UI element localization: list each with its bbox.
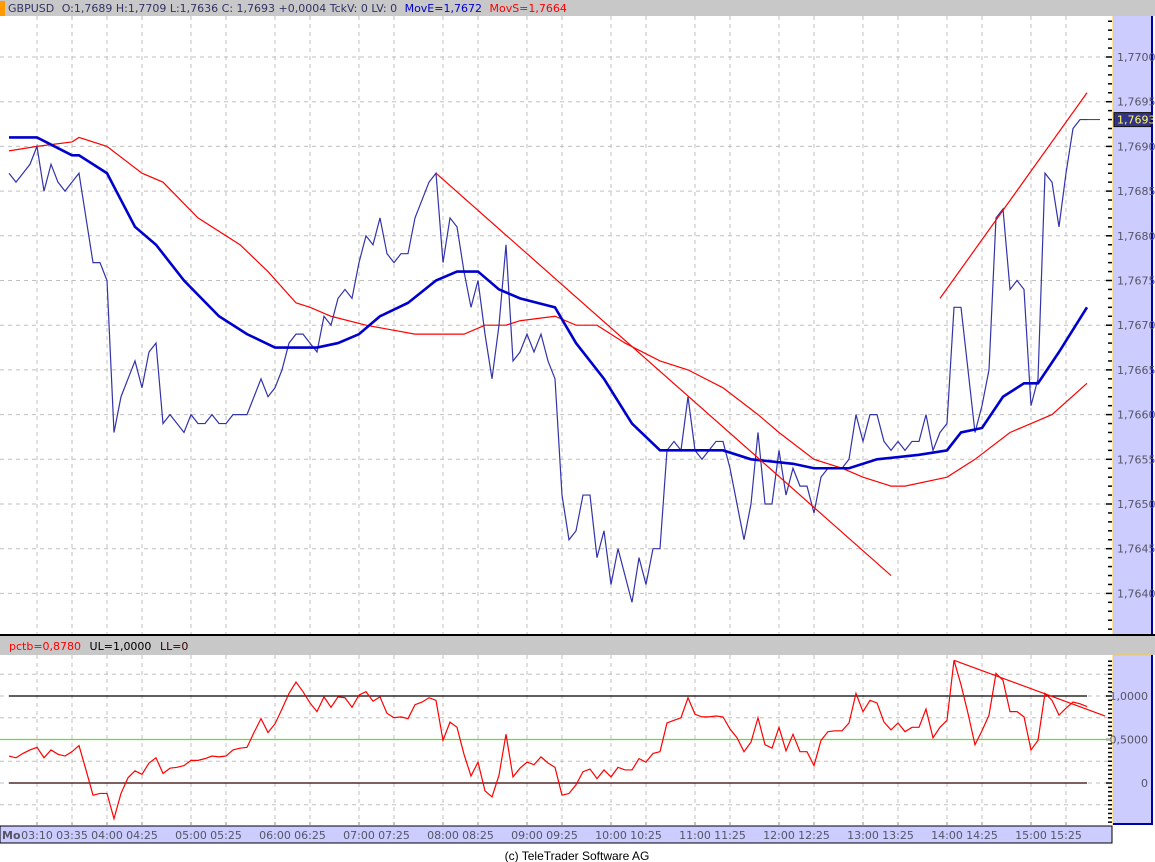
last-price-label: 1,7693 bbox=[1117, 114, 1155, 127]
time-axis-label: 07:00 bbox=[343, 829, 375, 842]
time-axis-label: 14:00 bbox=[931, 829, 963, 842]
time-axis-label: 08:00 bbox=[427, 829, 459, 842]
time-axis-label: 09:25 bbox=[546, 829, 578, 842]
time-axis-label: 15:00 bbox=[1015, 829, 1047, 842]
time-axis-label: 03:35 bbox=[56, 829, 88, 842]
header-accent-marker bbox=[0, 1, 5, 16]
pctb-axis-label: 0 bbox=[1141, 777, 1148, 790]
time-axis-label: 03:10 bbox=[21, 829, 53, 842]
movs-line bbox=[8, 136, 1088, 487]
symbol-label: GBPUSD bbox=[8, 2, 54, 15]
price-axis-label: 1,7700 bbox=[1117, 51, 1155, 64]
price-axis-label: 1,7640 bbox=[1117, 587, 1155, 600]
price-axis-label: 1,7650 bbox=[1117, 498, 1155, 511]
time-axis-label: 12:25 bbox=[798, 829, 830, 842]
time-axis-label: 08:25 bbox=[462, 829, 494, 842]
time-axis-day-label: Mo bbox=[2, 829, 21, 842]
time-axis-panel[interactable] bbox=[0, 825, 1113, 844]
ll-label: LL=0 bbox=[160, 640, 188, 653]
ul-label: UL=1,0000 bbox=[90, 640, 152, 653]
time-axis-label: 09:00 bbox=[511, 829, 543, 842]
price-axis-label: 1,7670 bbox=[1117, 319, 1155, 332]
time-axis-label: 11:25 bbox=[714, 829, 746, 842]
time-axis-label: 11:00 bbox=[679, 829, 711, 842]
time-axis-label: 13:25 bbox=[882, 829, 914, 842]
price-axis-label: 1,7665 bbox=[1117, 364, 1155, 377]
move-label: MovE=1,7672 bbox=[405, 2, 482, 15]
last-price-badge: 1,7693 bbox=[1086, 112, 1155, 128]
time-axis-label: 13:00 bbox=[847, 829, 879, 842]
price-axis-label: 1,7655 bbox=[1117, 453, 1155, 466]
move-line bbox=[9, 136, 1089, 470]
price-header-text: GBPUSD O:1,7689 H:1,7709 L:1,7636 C: 1,7… bbox=[8, 2, 567, 15]
price-axis: 1,7640 1,7645 1,7650 1,7655 1,7660 1,7665 1,76… bbox=[1106, 20, 1155, 630]
price-axis-label: 1,7680 bbox=[1117, 230, 1155, 243]
last-price-box bbox=[1113, 112, 1152, 128]
price-grid bbox=[0, 16, 1112, 634]
time-axis-label: 14:25 bbox=[966, 829, 998, 842]
pctb-trendline bbox=[953, 659, 1106, 717]
time-axis-label: 10:25 bbox=[630, 829, 662, 842]
indicator-header-text: pctb=0,8780 UL=1,0000 LL=0 bbox=[9, 640, 188, 653]
time-axis-label: 06:00 bbox=[259, 829, 291, 842]
time-axis-label: 12:00 bbox=[763, 829, 795, 842]
time-axis: 03:10 03:35 04:00 04:25 05:00 05:25 06:00 06:25… bbox=[21, 822, 1082, 842]
pctb-axis-panel[interactable] bbox=[1113, 655, 1152, 825]
price-axis-label: 1,7675 bbox=[1117, 275, 1155, 288]
pctb-axis-label: 0,5000 bbox=[1110, 734, 1149, 747]
pctb-label: pctb=0,8780 bbox=[9, 640, 81, 653]
price-line bbox=[8, 118, 1087, 603]
time-axis-label: 04:25 bbox=[126, 829, 158, 842]
copyright-footer: (c) TeleTrader Software AG bbox=[505, 849, 650, 862]
pctb-axis: 0 0,5000 1,0000 bbox=[1106, 660, 1149, 823]
time-axis-label: 05:00 bbox=[175, 829, 207, 842]
time-axis-label: 05:25 bbox=[210, 829, 242, 842]
indicator-header-bar bbox=[0, 636, 1155, 655]
pctb-axis-label: 1,0000 bbox=[1110, 690, 1149, 703]
time-axis-label: 15:25 bbox=[1050, 829, 1082, 842]
price-axis-label: 1,7645 bbox=[1117, 543, 1155, 556]
price-header-bar bbox=[0, 0, 1155, 16]
price-series-group bbox=[8, 92, 1089, 603]
time-axis-label: 07:25 bbox=[378, 829, 410, 842]
pctb-line bbox=[8, 660, 1088, 821]
price-axis-label: 1,7690 bbox=[1117, 140, 1155, 153]
price-axis-label: 1,7660 bbox=[1117, 409, 1155, 422]
pctb-plot-area[interactable] bbox=[0, 655, 1112, 826]
trendline bbox=[939, 92, 1088, 299]
time-axis-label: 04:00 bbox=[91, 829, 123, 842]
trendline bbox=[435, 172, 892, 576]
pctb-series-group bbox=[0, 659, 1112, 821]
time-axis-label: 06:25 bbox=[294, 829, 326, 842]
movs-label: MovS=1,7664 bbox=[489, 2, 566, 15]
price-axis-label: 1,7685 bbox=[1117, 185, 1155, 198]
price-axis-label: 1,7695 bbox=[1117, 96, 1155, 109]
quote-label: O:1,7689 H:1,7709 L:1,7636 C: 1,7693 +0,… bbox=[62, 2, 397, 15]
time-axis-label: 10:00 bbox=[595, 829, 627, 842]
